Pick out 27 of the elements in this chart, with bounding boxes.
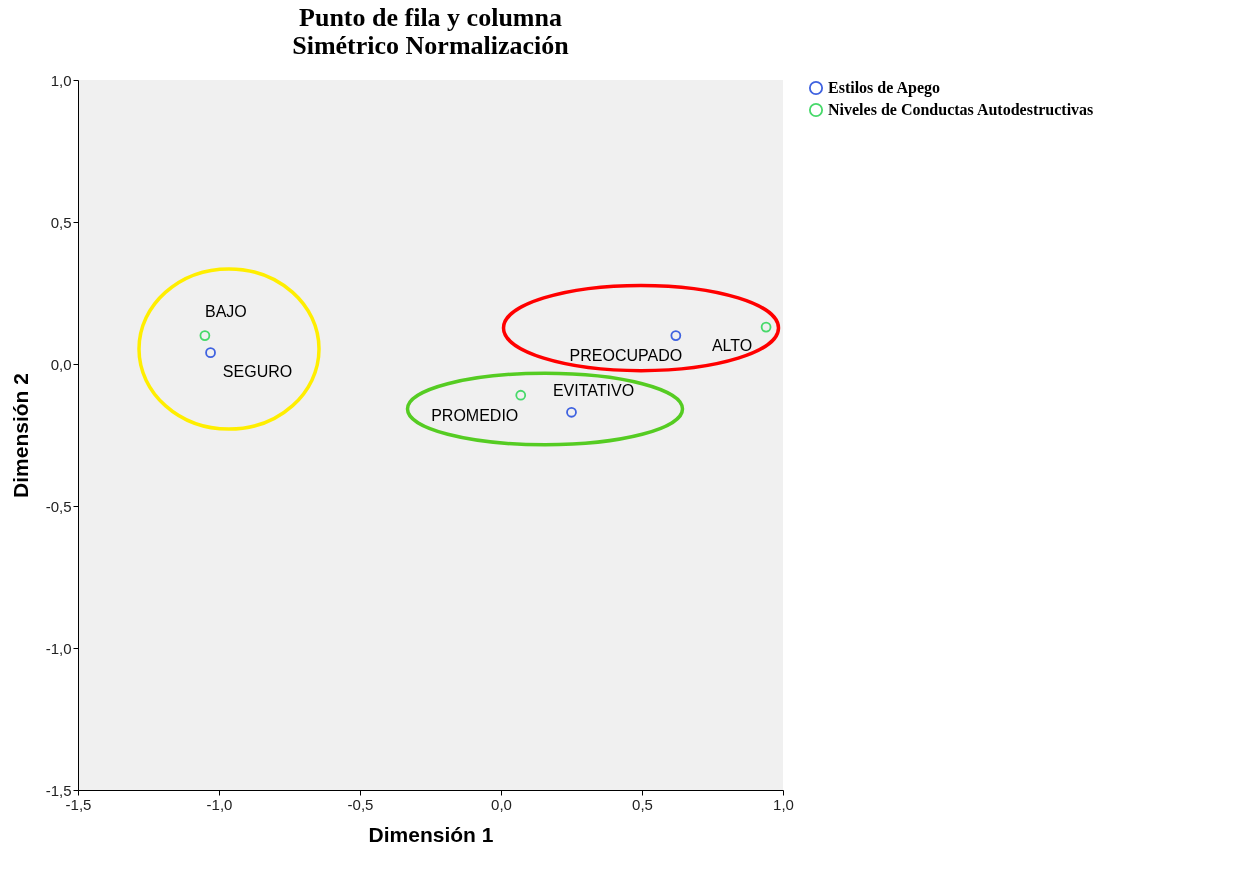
- point: [670, 330, 682, 341]
- x-axis-title: Dimensión 1: [368, 822, 494, 846]
- annotation: ALTO: [711, 337, 753, 355]
- x-tick-label: -0,5: [347, 795, 374, 813]
- y-axis-title: Dimensión 2: [8, 373, 32, 498]
- annotation: BAJO: [205, 302, 247, 320]
- legend-label: Niveles de Conductas Autodestructivas: [828, 101, 1094, 118]
- x-tick-label: 0,5: [632, 795, 653, 813]
- y-tick-label: 1,0: [50, 71, 72, 89]
- y-tick-label: -1,0: [45, 639, 72, 657]
- y-tick-label: -0,5: [45, 497, 72, 515]
- point: [199, 330, 211, 341]
- annotation: SEGURO: [222, 362, 293, 380]
- x-tick-label: -1,0: [206, 795, 233, 813]
- x-tick-label: 1,0: [773, 795, 794, 813]
- x-tick-label: 0,0: [491, 795, 512, 813]
- annotation: EVITATIVO: [552, 382, 635, 400]
- point: [566, 406, 577, 418]
- point: [515, 389, 527, 401]
- legend-label: Estilos de Apego: [828, 79, 941, 97]
- y-tick-label: 0,0: [50, 355, 72, 373]
- point: [205, 347, 216, 358]
- annotation: PREOCUPADO: [569, 346, 683, 364]
- annotation: PROMEDIO: [431, 407, 519, 425]
- y-tick-label: 0,5: [50, 213, 72, 231]
- point: [760, 321, 772, 333]
- chart-title: Punto de fila y columna Simétrico Normalización: [292, 3, 570, 60]
